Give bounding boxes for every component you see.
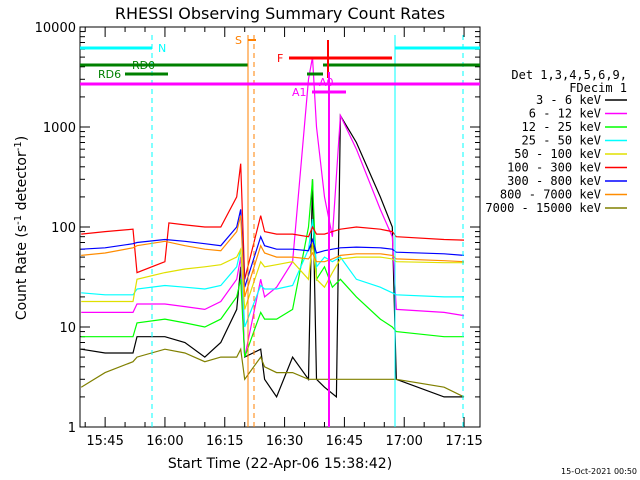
legend-label: 25 - 50 keV bbox=[522, 134, 601, 148]
legend-label: 6 - 12 keV bbox=[529, 107, 601, 121]
y-tick-label: 10 bbox=[59, 321, 76, 336]
series-line-6 bbox=[81, 209, 465, 288]
legend-label: 300 - 800 keV bbox=[507, 174, 601, 188]
y-axis: 1 10 100 1000 10000 bbox=[35, 21, 480, 436]
x-axis-label: Start Time (22-Apr-06 15:38:42) bbox=[168, 456, 392, 472]
rd6-flag-label: RD6 bbox=[98, 68, 121, 81]
x-axis: 15:45 16:00 16:15 16:30 16:45 17:00 17:15 bbox=[84, 27, 483, 449]
legend-label: 50 - 100 keV bbox=[514, 147, 601, 161]
x-tick-label: 17:15 bbox=[445, 434, 482, 449]
a1-flag-label: A1 bbox=[292, 86, 307, 99]
legend-header-1: Det 1,3,4,5,6,9, bbox=[511, 68, 627, 82]
date-footer: 15-Oct-2021 00:50 bbox=[561, 467, 637, 476]
rd0-flag-label: RD0 bbox=[132, 59, 155, 72]
chart-title: RHESSI Observing Summary Count Rates bbox=[115, 4, 445, 23]
series-line-1 bbox=[81, 56, 465, 358]
series-line-2 bbox=[81, 179, 464, 358]
f-flag-label: F bbox=[277, 52, 283, 65]
series-line-4 bbox=[81, 242, 464, 310]
y-tick-label: 100 bbox=[51, 221, 76, 236]
x-tick-label: 16:45 bbox=[326, 434, 363, 449]
n-flag-label: N bbox=[158, 42, 166, 55]
x-tick-label: 17:00 bbox=[385, 434, 422, 449]
legend-header-2: FDecim 1 bbox=[569, 81, 627, 95]
x-tick-label: 16:30 bbox=[266, 434, 303, 449]
series-line-0 bbox=[81, 113, 464, 399]
x-tick-label: 16:15 bbox=[206, 434, 243, 449]
series-line-8 bbox=[80, 347, 465, 398]
s-flag-label: S bbox=[235, 34, 242, 47]
legend-label: 800 - 7000 keV bbox=[500, 188, 601, 202]
y-axis-label: Count Rate (s-1 detector-1) bbox=[13, 136, 31, 320]
legend-label: 7000 - 15000 keV bbox=[485, 201, 601, 215]
x-tick-label: 15:45 bbox=[86, 434, 123, 449]
series-group bbox=[80, 56, 465, 399]
legend-label: 100 - 300 keV bbox=[507, 161, 601, 175]
plot-frame bbox=[79, 26, 481, 428]
series-line-7 bbox=[81, 215, 465, 298]
y-tick-label: 10000 bbox=[35, 21, 76, 36]
legend-label: 12 - 25 keV bbox=[522, 120, 601, 134]
a0-flag-label: A0 bbox=[319, 76, 334, 89]
series-line-3 bbox=[81, 219, 464, 328]
y-tick-label: 1 bbox=[68, 421, 76, 436]
y-tick-label: 1000 bbox=[43, 121, 76, 136]
x-tick-label: 16:00 bbox=[146, 434, 183, 449]
legend-label: 3 - 6 keV bbox=[536, 93, 601, 107]
